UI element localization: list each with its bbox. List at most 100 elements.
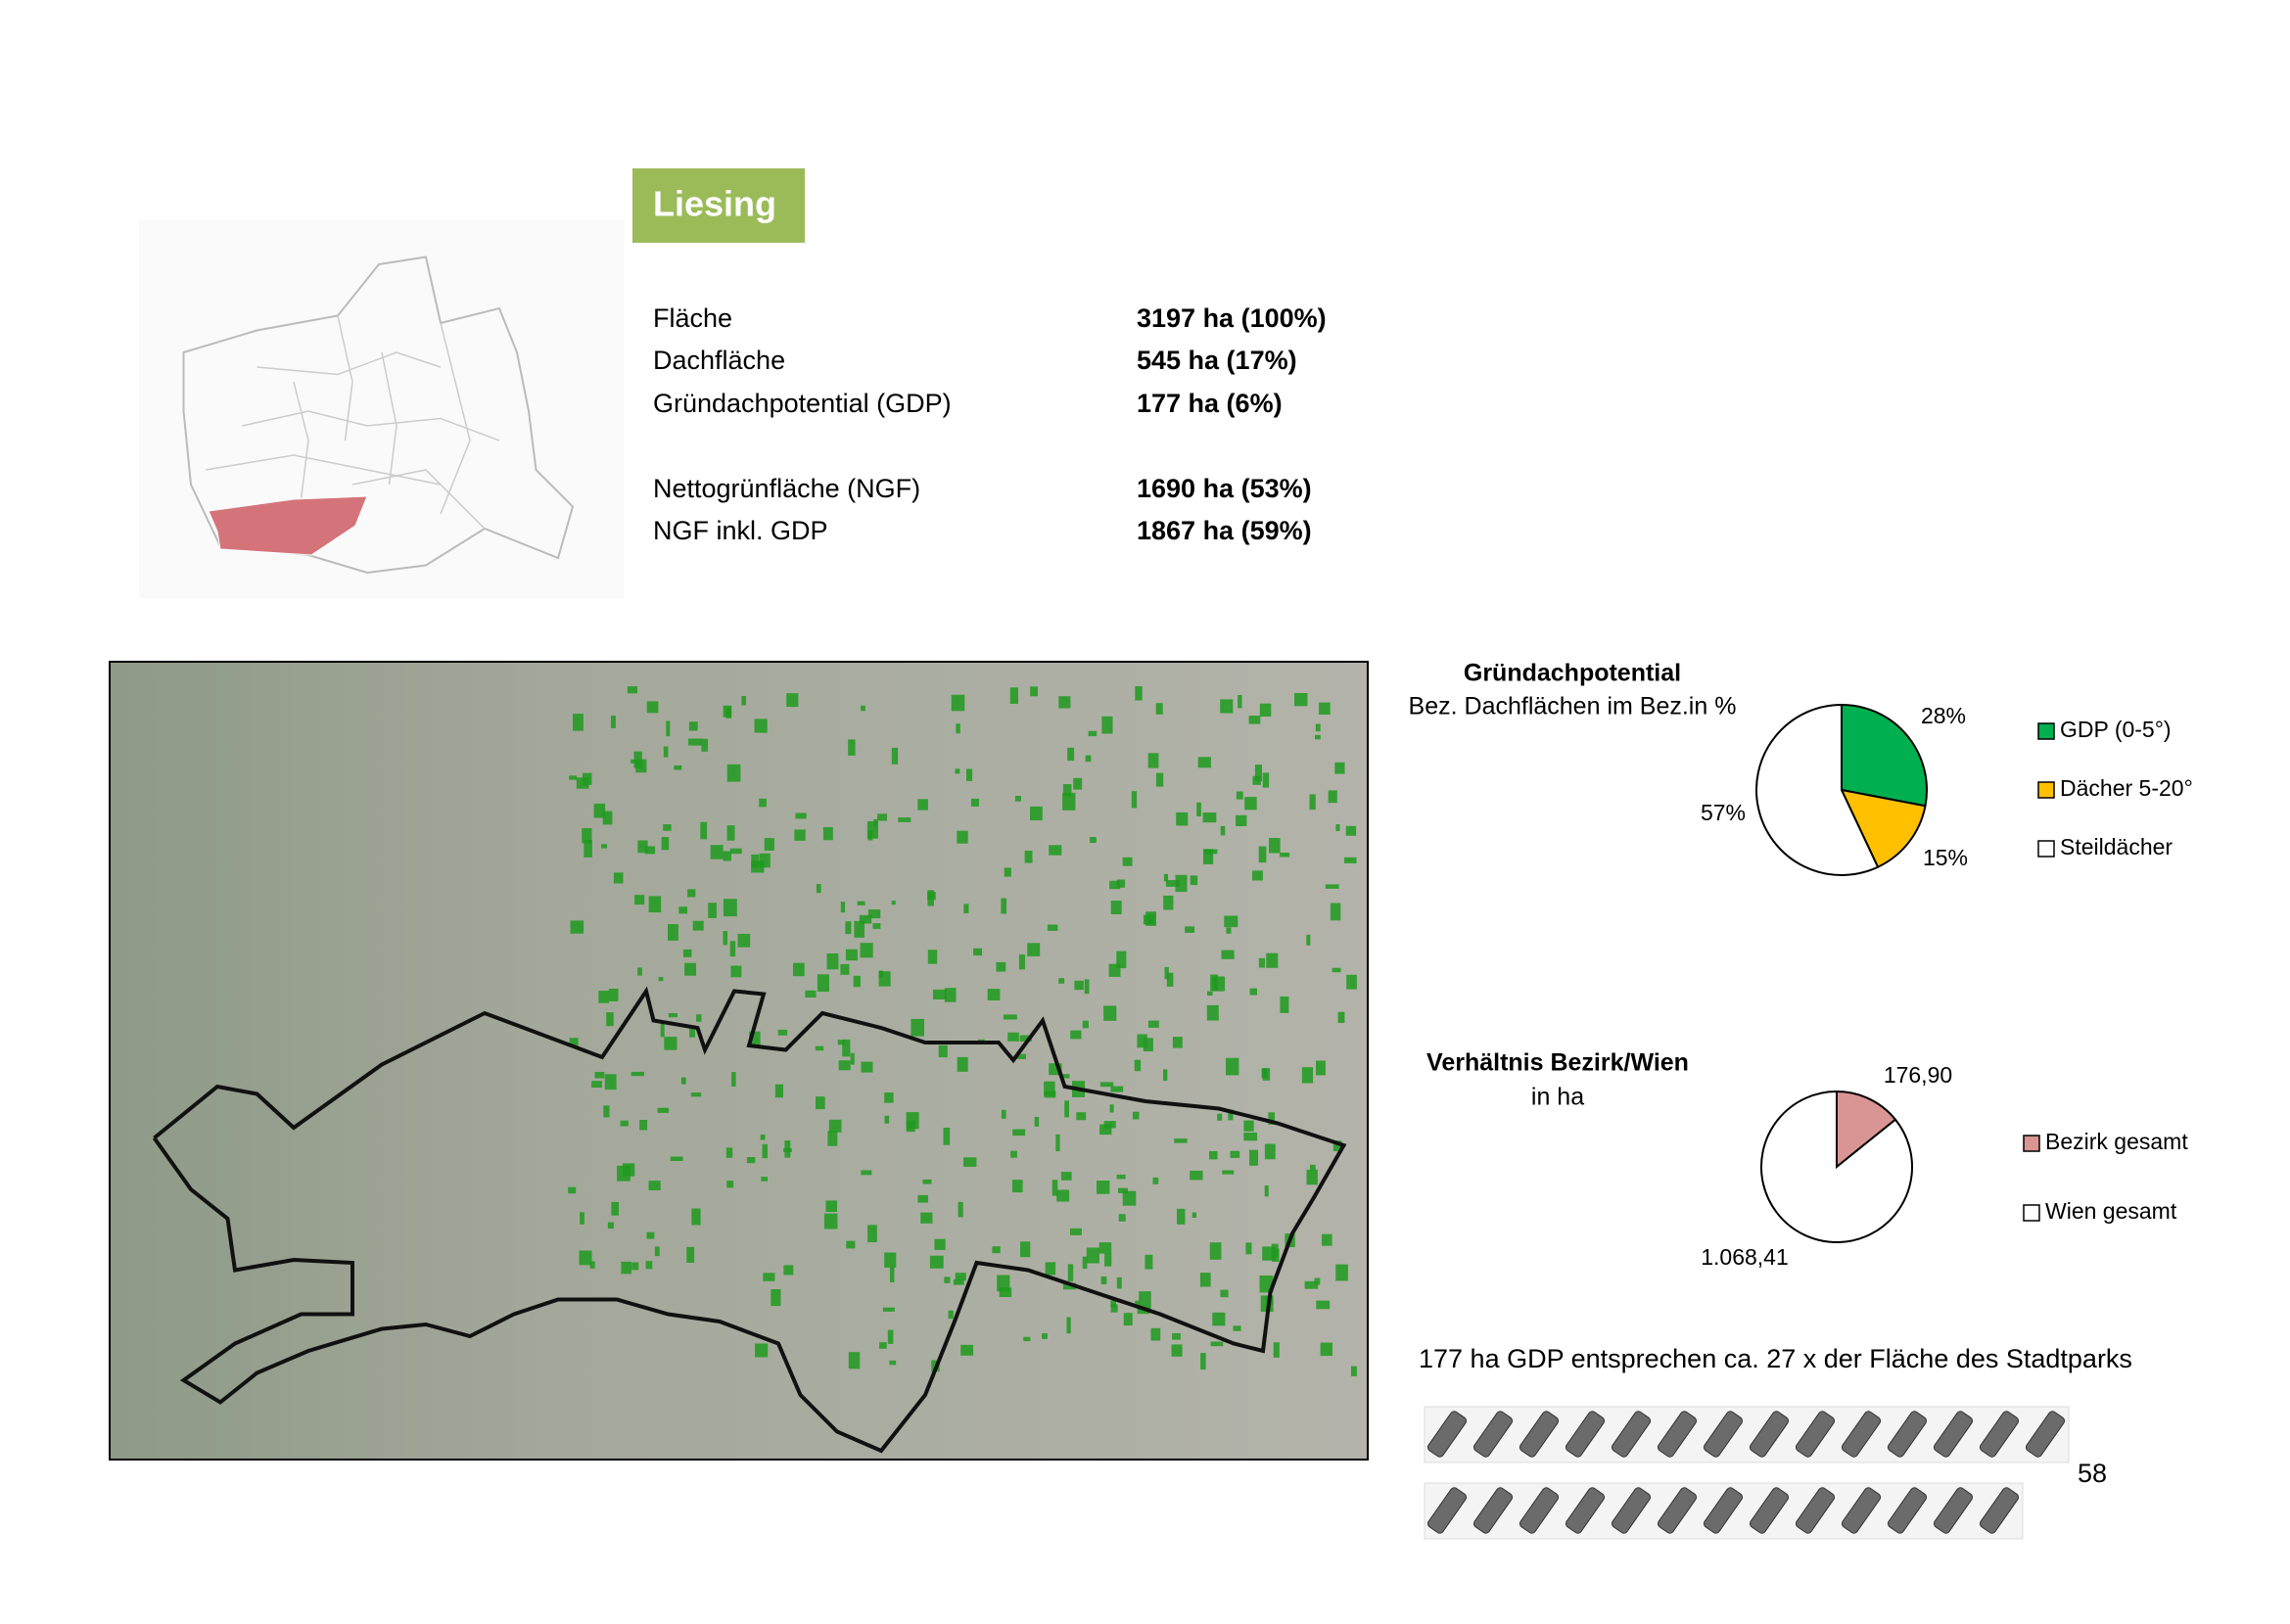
green-roof [1200, 1353, 1206, 1370]
green-roof [627, 686, 637, 694]
note: 177 ha GDP entsprechen ca. 27 x der Fläc… [1419, 1344, 2132, 1373]
green-roof [570, 920, 584, 934]
green-roof [861, 705, 865, 712]
green-roof [1076, 1112, 1087, 1121]
green-roof [764, 838, 774, 851]
green-roof [1209, 1242, 1222, 1260]
legend-swatch [2023, 1204, 2040, 1222]
green-roof [867, 1225, 877, 1242]
green-roof [1118, 1214, 1126, 1222]
green-roof [1163, 1069, 1168, 1082]
green-roof [751, 854, 760, 868]
green-roof [1090, 837, 1097, 843]
green-roof [648, 896, 662, 912]
green-roof [639, 1120, 648, 1131]
green-roof [1314, 1277, 1321, 1285]
green-roof [1004, 867, 1011, 877]
green-roof [795, 812, 807, 819]
green-roof [884, 1092, 894, 1103]
green-roof [1073, 777, 1083, 790]
green-roof [1261, 1068, 1268, 1079]
pie-slice [1841, 703, 1928, 808]
green-roof [1137, 1034, 1147, 1048]
green-roof [1254, 765, 1262, 781]
green-roof [1163, 895, 1174, 910]
green-roof [1233, 1325, 1241, 1331]
green-roof [1166, 972, 1174, 987]
green-roof [922, 1179, 932, 1184]
park-icon [1426, 1411, 1468, 1458]
green-roof [878, 971, 891, 987]
green-roof [658, 977, 664, 982]
green-roof [1334, 762, 1345, 774]
green-roof [1099, 1082, 1114, 1088]
stat-value: 177 ha (6%) [1137, 389, 1283, 418]
green-roof [741, 696, 746, 706]
green-roof [1009, 687, 1018, 704]
green-roof [1316, 1300, 1331, 1310]
green-roof [1152, 1177, 1159, 1184]
green-roof [726, 1181, 734, 1188]
green-roof [1014, 1053, 1026, 1059]
district-line [257, 351, 442, 376]
green-roof [828, 1119, 842, 1133]
stat-label: Dachfläche [653, 346, 785, 375]
park-icon [1749, 1487, 1790, 1534]
green-roof [723, 931, 727, 946]
green-roof [1164, 966, 1169, 980]
green-roof [1210, 1341, 1224, 1347]
green-roof [1238, 695, 1242, 709]
green-roof [760, 1134, 766, 1140]
legend-swatch [2023, 1135, 2040, 1152]
green-roof [1097, 1181, 1110, 1194]
green-roof [953, 1278, 964, 1285]
green-roof [966, 768, 973, 781]
green-roof [1230, 1150, 1240, 1158]
legend-swatch [2037, 840, 2055, 858]
green-roof [1202, 812, 1217, 823]
park-icon [1795, 1411, 1836, 1458]
green-roof [1067, 747, 1075, 762]
green-roof [648, 1181, 661, 1190]
green-roof [917, 1194, 928, 1203]
green-roof [1335, 824, 1340, 831]
green-roof [1280, 853, 1290, 858]
green-roof [882, 1307, 895, 1312]
green-roof [663, 824, 672, 831]
green-roof [1055, 1134, 1060, 1152]
green-roof [1351, 1366, 1357, 1376]
green-roof [973, 948, 983, 956]
green-roof [631, 1071, 644, 1077]
green-roof [1088, 730, 1098, 737]
green-roof [822, 827, 833, 841]
green-roof [1243, 1120, 1254, 1132]
district-line [293, 381, 309, 500]
park-icon [1565, 1411, 1606, 1458]
green-roof [999, 1287, 1012, 1297]
district-line [440, 322, 471, 515]
green-roof [684, 962, 696, 976]
green-roof [657, 1107, 670, 1113]
green-roof [1084, 979, 1090, 995]
green-roof [637, 840, 648, 854]
green-roof [1045, 1262, 1056, 1276]
green-roof [1116, 879, 1126, 888]
green-roof [1067, 1264, 1074, 1281]
green-roof [1023, 1336, 1031, 1342]
green-roof [1056, 1189, 1070, 1202]
green-roof [943, 1128, 951, 1145]
green-roof [1332, 1140, 1342, 1152]
park-icon [1611, 1411, 1652, 1458]
green-roof [957, 1056, 968, 1072]
green-roof [754, 719, 768, 733]
green-roof [1101, 716, 1113, 734]
green-roof [1301, 1067, 1314, 1084]
park-icons [1424, 1406, 2070, 1540]
green-roof [1328, 790, 1337, 804]
slice-label: 1.068,41 [1701, 1244, 1789, 1270]
green-roof [1199, 1273, 1211, 1287]
green-roof [601, 844, 607, 849]
park-icon [1933, 1411, 1974, 1458]
